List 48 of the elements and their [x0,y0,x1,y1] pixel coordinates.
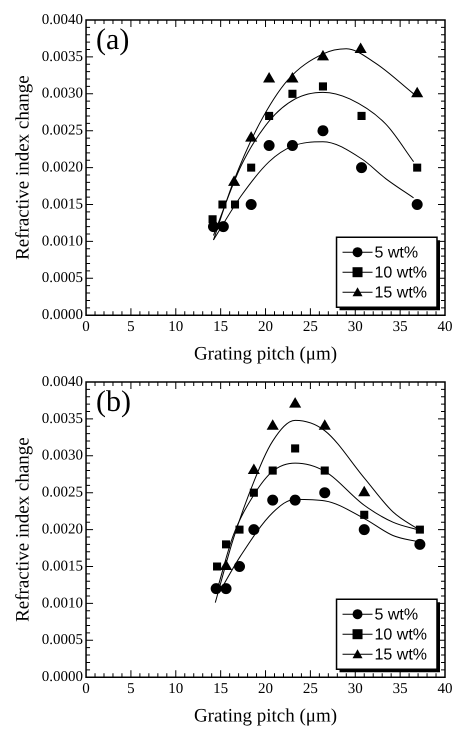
x-tick-label: 30 [348,319,363,336]
y-tick-label: 0.0035 [42,410,84,427]
y-tick-label: 0.0020 [42,522,84,538]
x-tick-label: 35 [392,681,408,698]
x-tick-label: 35 [392,319,408,336]
x-tick-label: 25 [302,319,318,336]
y-tick-label: 0.0010 [42,595,84,612]
x-tick-label: 20 [258,319,274,336]
y-tick-label: 0.0035 [42,48,84,65]
x-tick-label: 15 [213,681,228,698]
x-tick-label: 25 [302,681,318,698]
y-axis-title: Refractive index change [12,437,34,622]
y-tick-label: 0.0010 [42,233,84,250]
x-tick-label: 15 [213,319,228,336]
annotation: (a) [96,22,130,56]
x-tick-label: 5 [127,319,135,336]
legend-label: 10 wt% [374,264,427,282]
legend-label: 15 wt% [374,646,427,664]
x-tick-label: 0 [82,681,90,698]
y-tick-label: 0.0030 [42,86,84,102]
y-tick-label: 0.0015 [42,196,84,212]
x-tick-label: 10 [168,681,184,698]
x-axis-title: Grating pitch (μm) [194,344,338,365]
x-tick-label: 20 [258,681,274,698]
y-tick-label: 0.0025 [42,484,84,501]
annotation: (b) [96,384,132,418]
y-tick-label: 0.0040 [42,12,84,28]
y-tick-label: 0.0000 [42,307,84,324]
legend-label: 5 wt% [374,244,418,262]
y-tick-label: 0.0025 [42,122,84,139]
x-tick-label: 10 [168,319,184,336]
y-tick-label: 0.0030 [42,448,84,464]
y-tick-label: 0.0020 [42,160,84,176]
legend-label: 15 wt% [374,284,427,302]
x-tick-label: 30 [348,681,363,698]
y-tick-label: 0.0005 [42,632,84,648]
y-axis-title: Refractive index change [12,75,34,260]
legend-label: 5 wt% [374,606,418,624]
x-tick-label: 0 [82,319,90,336]
y-tick-label: 0.0000 [42,669,84,686]
x-tick-label: 5 [127,681,135,698]
y-tick-label: 0.0015 [42,558,84,574]
y-tick-label: 0.0040 [42,374,84,390]
x-axis-title: Grating pitch (μm) [194,706,338,727]
y-tick-label: 0.0005 [42,270,84,286]
x-tick-label: 40 [438,681,452,698]
legend-label: 10 wt% [374,626,427,644]
x-tick-label: 40 [438,319,452,336]
